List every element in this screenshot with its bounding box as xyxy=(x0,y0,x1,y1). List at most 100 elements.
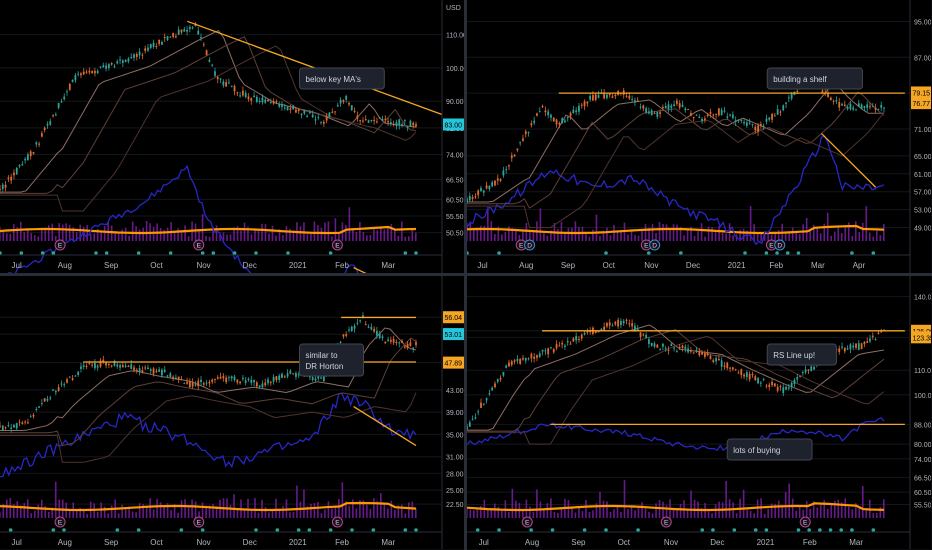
candle-body xyxy=(105,65,107,69)
candle-body xyxy=(373,328,376,332)
volume-bar xyxy=(518,235,521,241)
candle-body xyxy=(631,99,634,101)
candle-body xyxy=(130,56,133,59)
volume-bar xyxy=(264,224,267,241)
candle-body xyxy=(102,65,105,68)
candle-body xyxy=(169,36,172,38)
candle-body xyxy=(883,107,885,109)
chart-panel-bottom-right[interactable]: RS Line up! lots of buying E E E Jul Aug Sep Oct… xyxy=(467,276,931,549)
volume-bar xyxy=(82,510,85,518)
candle-body xyxy=(871,106,874,108)
candle-body xyxy=(485,398,488,401)
candle-body xyxy=(578,105,580,112)
volume-bar xyxy=(665,224,668,241)
volume-bar xyxy=(875,230,878,241)
candle-body xyxy=(320,377,322,379)
candle-body xyxy=(569,343,572,345)
volume-bar xyxy=(816,507,819,518)
volume-bar xyxy=(208,505,211,518)
volume-bar xyxy=(317,501,319,518)
price-axis-tick: 88.00 xyxy=(914,422,931,429)
candle-body xyxy=(247,378,250,381)
candle-body xyxy=(471,419,474,421)
volume-bar xyxy=(753,513,755,518)
candle-body xyxy=(589,95,592,100)
candle-body xyxy=(216,77,219,80)
candle-body xyxy=(77,73,80,75)
volume-bar xyxy=(536,489,538,518)
volume-bar xyxy=(746,230,748,241)
volume-bar xyxy=(65,223,68,241)
volume-bar xyxy=(763,513,766,518)
volume-bar xyxy=(714,504,717,518)
candle-body xyxy=(233,376,236,381)
candle-body xyxy=(650,110,653,116)
candle-body xyxy=(538,111,541,113)
event-dot xyxy=(604,251,608,255)
volume-bar xyxy=(107,513,109,518)
candle-body xyxy=(480,402,482,408)
volume-bar xyxy=(872,513,875,518)
price-moving-average xyxy=(467,91,885,209)
volume-bar xyxy=(313,221,316,241)
candle-body xyxy=(364,119,367,121)
price-moving-average xyxy=(467,335,885,445)
candle-body xyxy=(322,121,325,124)
volume-bar xyxy=(616,230,619,241)
candle-body xyxy=(149,44,152,48)
candle-body xyxy=(827,93,829,97)
candle-body xyxy=(264,99,267,103)
candle-body xyxy=(698,351,701,356)
candle-body xyxy=(832,100,835,102)
price-moving-average xyxy=(467,83,884,203)
volume-bar xyxy=(324,222,326,241)
candle-body xyxy=(191,27,194,29)
candle-body xyxy=(121,365,124,368)
volume-bar xyxy=(483,225,486,241)
time-axis-tick: 2021 xyxy=(757,538,775,547)
candle-body xyxy=(703,353,706,357)
candle-body xyxy=(253,379,255,383)
panel-divider-horizontal[interactable] xyxy=(0,273,932,276)
candle-body xyxy=(467,198,468,202)
volume-bar xyxy=(229,234,232,241)
candle-body xyxy=(66,379,68,383)
chart-panel-bottom-left[interactable]: similar to DR Horton E E E Jul Aug Sep Oct Nov Dec… xyxy=(0,276,464,549)
candle-body xyxy=(334,111,336,113)
candle-body xyxy=(547,348,550,355)
volume-bar xyxy=(156,498,158,518)
price-moving-average xyxy=(0,36,417,194)
volume-bar xyxy=(173,504,176,518)
candle-body xyxy=(166,36,169,40)
event-dot xyxy=(51,528,56,532)
candle-body xyxy=(583,101,586,107)
chart-panel-top-left[interactable]: below key MA's E E E Jul Aug Sep Oct Nov Dec 2021 F… xyxy=(0,0,464,273)
volume-bar xyxy=(473,510,475,518)
volume-bar xyxy=(539,208,542,241)
candle-body xyxy=(564,345,566,347)
volume-bar xyxy=(341,482,344,518)
volume-bar xyxy=(480,505,482,518)
candle-body xyxy=(57,387,60,391)
volume-bar xyxy=(348,505,351,518)
volume-bar xyxy=(362,231,365,241)
volume-bar xyxy=(37,504,40,518)
annotation-text: below key MA's xyxy=(306,75,361,84)
volume-bar xyxy=(567,227,570,241)
candle-body xyxy=(197,30,200,35)
volume-bar xyxy=(802,224,805,241)
volume-bar xyxy=(669,228,671,241)
candle-body xyxy=(555,344,558,349)
candle-body xyxy=(745,122,748,126)
candle-body xyxy=(706,114,709,116)
volume-bar xyxy=(602,500,605,518)
candle-body xyxy=(328,112,331,118)
candle-body xyxy=(107,363,110,365)
price-axis-tick: 53.00 xyxy=(914,208,931,215)
candle-body xyxy=(776,108,779,115)
candle-body xyxy=(533,120,536,123)
relative-strength-line xyxy=(7,164,359,273)
chart-panel-top-right[interactable]: building a shelf E D E D E D Jul Aug Sep Oct Nov Dec… xyxy=(467,0,931,273)
volume-bar xyxy=(254,498,256,518)
candle-body xyxy=(505,169,508,171)
